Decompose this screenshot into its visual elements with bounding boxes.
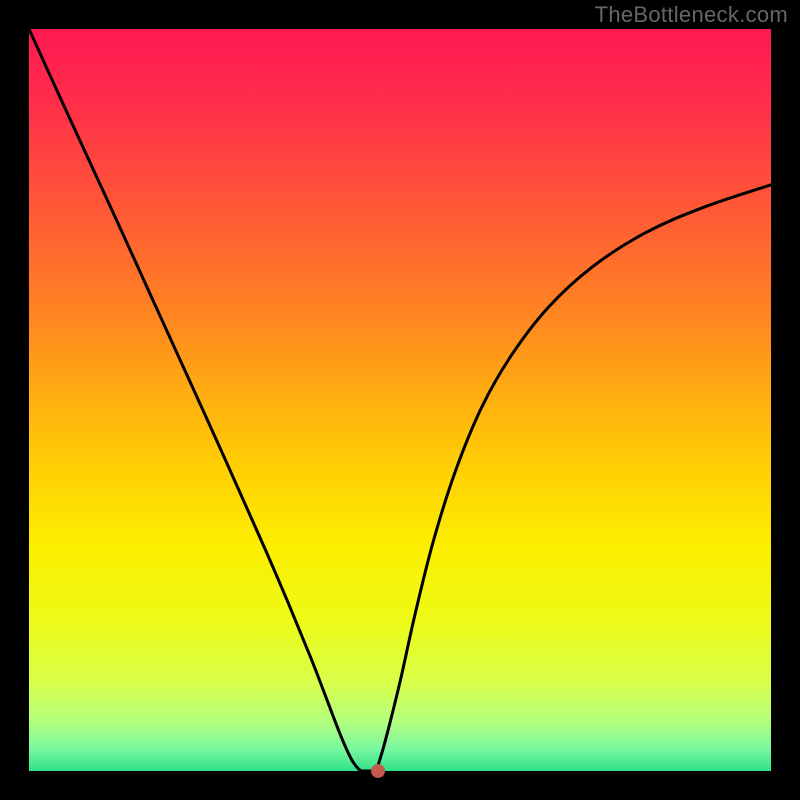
chart-plot-area (29, 29, 771, 771)
watermark-text: TheBottleneck.com (595, 2, 788, 28)
bottleneck-curve (29, 29, 771, 771)
optimal-point-marker (371, 764, 385, 778)
